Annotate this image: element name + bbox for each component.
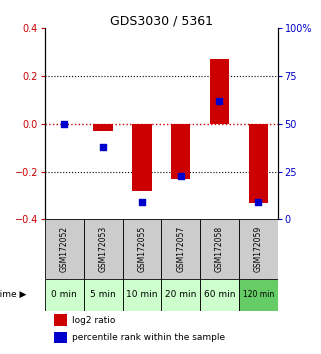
Point (256, 199, 261, 205)
Bar (123, 279, 161, 311)
Text: 10 min: 10 min (126, 290, 158, 299)
Text: 5 min: 5 min (90, 290, 116, 299)
Bar (132, 124, 152, 191)
Text: GSM172055: GSM172055 (137, 226, 146, 272)
Text: GSM172058: GSM172058 (215, 226, 224, 272)
Bar (239, 279, 278, 311)
Point (139, 199, 144, 205)
Bar (45, 279, 84, 311)
Point (100, 144, 106, 150)
Point (178, 173, 183, 178)
Bar (239, 219, 278, 279)
Text: GSM172059: GSM172059 (254, 226, 263, 272)
Bar (210, 59, 229, 124)
Text: 20 min: 20 min (165, 290, 196, 299)
Bar (84, 219, 123, 279)
Bar (54, 314, 67, 326)
Text: 120 min: 120 min (243, 290, 274, 299)
Bar (161, 279, 200, 311)
Bar (200, 219, 239, 279)
Bar (54, 332, 67, 343)
Bar (93, 124, 113, 131)
Bar (200, 279, 239, 311)
Text: 0 min: 0 min (51, 290, 77, 299)
Text: time ▶: time ▶ (0, 290, 26, 299)
Title: GDS3030 / 5361: GDS3030 / 5361 (110, 14, 213, 27)
Text: GSM172052: GSM172052 (60, 226, 69, 272)
Bar (84, 279, 123, 311)
Point (217, 98, 222, 104)
Text: GSM172053: GSM172053 (99, 226, 108, 272)
Text: percentile rank within the sample: percentile rank within the sample (72, 333, 225, 342)
Text: log2 ratio: log2 ratio (72, 316, 115, 325)
Bar (161, 219, 200, 279)
Point (62, 121, 67, 127)
Text: 60 min: 60 min (204, 290, 235, 299)
Bar (123, 219, 161, 279)
Text: GSM172057: GSM172057 (176, 226, 185, 272)
Bar (171, 124, 190, 179)
Bar (248, 124, 268, 203)
Bar (45, 219, 84, 279)
